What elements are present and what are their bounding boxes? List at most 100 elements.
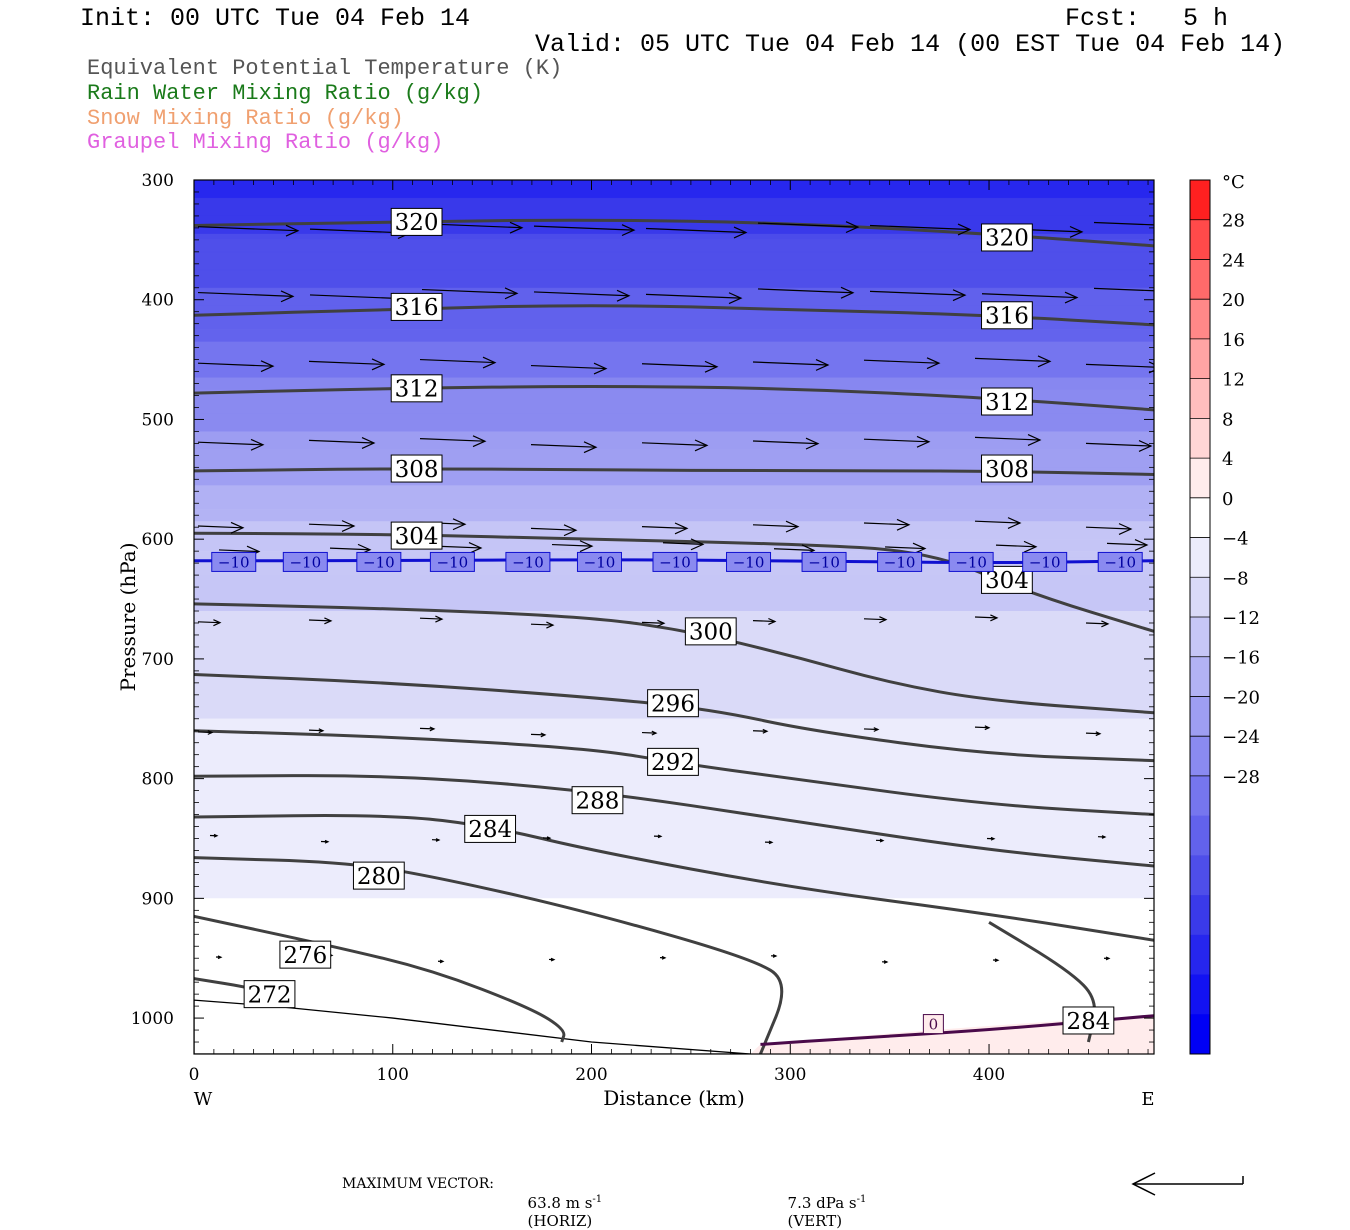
theta-e-label-320: 320 [982,224,1033,252]
colorbar-swatch [1190,259,1210,299]
theta-e-label-272-text: 272 [248,982,292,1008]
colorbar-label: 8 [1222,409,1233,430]
colorbar-swatch [1190,736,1210,776]
temp-band-stripe [194,521,1154,539]
x-tick-label: 0 [189,1065,200,1085]
theta-e-label-312-text: 312 [395,377,439,403]
x-tick-label: 300 [774,1065,806,1085]
temp-band [194,719,1154,899]
x-tick-label: 400 [973,1065,1005,1085]
temp-band-stripe [194,198,1154,216]
colorbar-label: 28 [1222,211,1245,232]
theta-e-label-300: 300 [685,618,736,646]
isotherm-minus10-label: −10 [878,552,922,571]
colorbar-swatch [1190,816,1210,856]
colorbar-swatch [1190,617,1210,657]
colorbar-swatch [1190,458,1210,498]
theta-e-label-288-text: 288 [576,788,620,814]
theta-e-label-284-text: 284 [468,817,512,843]
theta-e-label-280-text: 280 [357,864,401,890]
theta-e-label-312: 312 [982,388,1033,416]
colorbar-label: −4 [1222,529,1249,550]
temp-band-stripe [194,342,1154,360]
theta-e-label-320-text: 320 [395,210,439,236]
colorbar-label: 12 [1222,370,1245,391]
colorbar-swatch [1190,379,1210,419]
temp-band-stripe [194,413,1154,431]
colorbar-label: −12 [1222,608,1260,629]
vert-value: 7.3 dPa s [788,1194,857,1212]
isotherm-minus10-label: −10 [727,552,771,571]
theta-e-label-284-text: 284 [1066,1009,1110,1035]
colorbar-swatch [1190,418,1210,458]
colorbar-swatch [1190,975,1210,1015]
colorbar-swatch [1190,657,1210,697]
isotherm-minus10-label-text: −10 [1029,553,1061,571]
isotherm-minus10-label-text: −10 [218,553,250,571]
wind-vector-head [1177,287,1189,298]
theta-e-label-308: 308 [982,455,1033,483]
colorbar-swatch [1190,498,1210,538]
vert-unit: (VERT) [788,1212,843,1230]
theta-e-label-320-text: 320 [985,226,1029,252]
colorbar-label: 4 [1222,449,1233,470]
theta-e-label-316: 316 [391,293,442,321]
theta-e-label-288: 288 [572,787,623,815]
theta-e-label-312: 312 [391,375,442,403]
isotherm-minus10-label-text: −10 [363,553,395,571]
x-tick-label: 200 [575,1065,607,1085]
temp-band-stripe [194,180,1154,198]
theta-e-label-292: 292 [648,748,699,776]
theta-e-label-276-text: 276 [283,943,327,969]
theta-e-label-308-text: 308 [395,457,439,483]
temp-band-stripe [194,252,1154,270]
isotherm-minus10-label-text: −10 [733,553,765,571]
x-axis-title: Distance (km) [603,1086,745,1110]
colorbar-label: 24 [1222,250,1245,271]
max-vector-label: MAXIMUM VECTOR: [342,1176,494,1192]
theta-e-label-284: 284 [465,815,516,843]
colorbar-swatch [1190,935,1210,975]
y-tick-label: 700 [142,650,174,670]
y-tick-label: 500 [142,410,174,430]
x-tick-label: 100 [377,1065,409,1085]
isotherm-minus10-label-text: −10 [808,553,840,571]
colorbar-label: 20 [1222,290,1245,311]
isotherm-minus10-label: −10 [1023,552,1067,571]
colorbar-label: 16 [1222,330,1245,351]
colorbar-swatch [1190,299,1210,339]
theta-e-label-300-text: 300 [689,620,733,646]
isotherm-minus10-label-text: −10 [884,553,916,571]
theta-e-label-296: 296 [648,690,699,718]
isotherm-minus10-label-text: −10 [289,553,321,571]
theta-e-label-304-text: 304 [395,524,439,550]
colorbar-unit: °C [1222,172,1245,193]
isotherm-minus10-label-text: −10 [437,553,469,571]
theta-e-label-280: 280 [353,862,404,890]
max-vector-horiz: 63.8 m s-1 (HORIZ) [518,1176,602,1230]
isotherm-minus10-label: −10 [949,552,993,571]
east-label: E [1141,1089,1154,1110]
isotherm-minus10-label-text: −10 [955,553,987,571]
isotherm-minus10-label-text: −10 [584,553,616,571]
y-tick-label: 300 [142,171,174,191]
isotherm-minus10-label: −10 [212,552,256,571]
colorbar-label: −16 [1222,648,1260,669]
theta-e-label-316-text: 316 [395,295,439,321]
y-tick-label: 400 [142,291,174,311]
colorbar-swatch [1190,220,1210,260]
theta-e-label-304: 304 [391,522,442,550]
colorbar-swatch [1190,855,1210,895]
isotherm-minus10-label: −10 [430,552,474,571]
isotherm-minus10-label: −10 [577,552,621,571]
theta-e-label-276: 276 [280,941,331,969]
theta-e-label-284: 284 [1063,1007,1114,1035]
theta-e-label-316: 316 [982,302,1033,330]
colorbar-label: −24 [1222,727,1260,748]
horiz-unit: (HORIZ) [528,1212,593,1230]
isotherm-zero-label-text: 0 [929,1015,939,1033]
theta-e-label-292-text: 292 [651,750,695,776]
colorbar-swatch [1190,577,1210,617]
